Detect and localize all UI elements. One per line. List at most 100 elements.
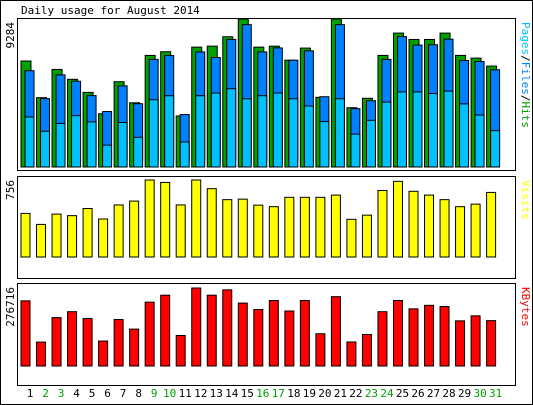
panel-traffic-max-label: 9284: [4, 22, 17, 49]
pages-bar: [272, 92, 283, 168]
kbytes-bar: [191, 287, 202, 367]
kbytes-bar: [237, 302, 248, 367]
day-label: 15: [241, 387, 254, 400]
day-label: 17: [272, 387, 285, 400]
visits-bar: [346, 218, 357, 258]
day-label: 24: [380, 387, 394, 400]
kbytes-bar: [175, 334, 186, 367]
kbytes-bar: [455, 320, 466, 367]
visits-bar: [206, 188, 217, 258]
pages-bar: [55, 122, 66, 168]
pages-bar: [179, 141, 190, 168]
day-label: 3: [58, 387, 65, 400]
panel-traffic: 9284 Pages/Files/Hits: [4, 18, 532, 171]
visits-bar: [82, 208, 93, 258]
pages-bar: [71, 115, 82, 168]
pages-bar: [195, 95, 206, 168]
day-label: 7: [120, 387, 127, 400]
kbytes-bar: [144, 301, 155, 367]
panel-visits-series-label: Visits: [519, 180, 532, 220]
pages-bar: [210, 92, 221, 168]
visits-bar: [237, 198, 248, 258]
kbytes-bar: [486, 320, 497, 367]
day-label: 18: [287, 387, 300, 400]
kbytes-bar: [408, 308, 419, 367]
day-label: 26: [411, 387, 424, 400]
series-kbytes: [20, 287, 497, 367]
visits-bar: [160, 181, 171, 258]
series-pages: [24, 88, 501, 168]
visits-bar: [67, 215, 78, 258]
kbytes-bar: [67, 311, 78, 367]
pages-bar: [474, 114, 485, 168]
day-label: 25: [396, 387, 409, 400]
panel-kbytes-series-label: KBytes: [519, 287, 532, 327]
kbytes-bar: [206, 294, 217, 367]
day-label: 13: [210, 387, 223, 400]
pages-bar: [443, 90, 454, 168]
day-label: 9: [151, 387, 158, 400]
pages-bar: [86, 121, 97, 168]
day-label: 21: [334, 387, 347, 400]
day-label: 22: [349, 387, 362, 400]
visits-bar: [144, 179, 155, 258]
panel-visits-max-label: 756: [4, 180, 17, 200]
day-label: 23: [365, 387, 378, 400]
pages-bar: [257, 95, 268, 168]
kbytes-bar: [98, 340, 109, 367]
kbytes-bar: [470, 315, 481, 367]
visits-bar: [299, 196, 310, 258]
visits-bar: [377, 189, 388, 258]
pages-bar: [117, 122, 128, 168]
visits-bar: [486, 191, 497, 258]
visits-bar: [113, 204, 124, 258]
series-label-part: /: [519, 95, 532, 102]
visits-bar: [129, 200, 140, 258]
kbytes-bar: [51, 317, 62, 367]
kbytes-bar: [346, 341, 357, 367]
visits-bar: [392, 180, 403, 258]
visits-bar: [439, 199, 450, 258]
visits-bar: [424, 194, 435, 258]
kbytes-bar: [20, 300, 31, 367]
day-label: 29: [458, 387, 471, 400]
panel-visits-frame: [17, 176, 516, 279]
day-label: 19: [303, 387, 316, 400]
kbytes-bar: [268, 299, 279, 367]
kbytes-bar: [361, 333, 372, 367]
day-label: 16: [256, 387, 269, 400]
kbytes-bar: [129, 328, 140, 367]
day-label: 6: [104, 387, 111, 400]
day-labels-axis: 1 2 3 4 5 6 7 8 9 10 11 12 13 14 15 16 17 18 19 20 21 22 23 24 2…: [27, 387, 503, 400]
visits-bar: [455, 206, 466, 258]
visits-bar: [315, 196, 326, 258]
day-label: 11: [179, 387, 192, 400]
visits-bar: [36, 223, 47, 258]
pages-bar: [241, 98, 252, 168]
visits-bar: [222, 199, 233, 258]
day-label: 10: [163, 387, 176, 400]
kbytes-bar: [424, 304, 435, 367]
chart-title: Daily usage for August 2014: [21, 4, 200, 17]
day-label: 1: [27, 387, 34, 400]
kbytes-bar: [160, 294, 171, 367]
visits-bar: [98, 218, 109, 258]
day-label: 14: [225, 387, 239, 400]
visits-bar: [268, 206, 279, 258]
visits-bar: [470, 203, 481, 258]
day-label: 8: [135, 387, 142, 400]
series-label-part: /: [519, 55, 532, 62]
pages-bar: [428, 93, 439, 168]
visits-bar: [361, 214, 372, 258]
panel-traffic-series-label: Pages/Files/Hits: [519, 22, 532, 128]
pages-bar: [148, 99, 159, 168]
pages-bar: [303, 105, 314, 168]
pages-bar: [365, 119, 376, 168]
pages-bar: [24, 116, 35, 168]
kbytes-bar: [113, 319, 124, 367]
kbytes-bar: [377, 311, 388, 367]
kbytes-bar: [253, 308, 264, 367]
pages-bar: [381, 101, 392, 168]
